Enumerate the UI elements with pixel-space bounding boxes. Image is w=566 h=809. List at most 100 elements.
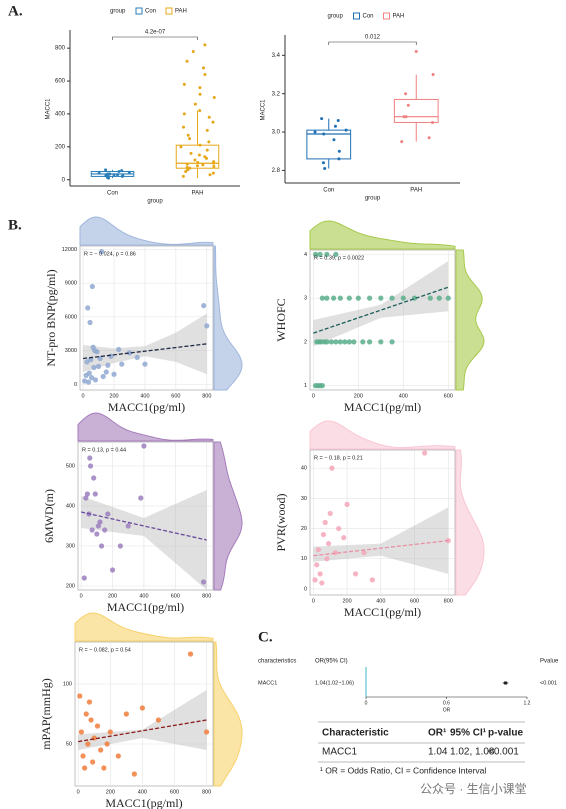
point xyxy=(109,567,116,573)
point xyxy=(94,531,100,537)
point xyxy=(352,571,359,577)
point xyxy=(203,43,207,47)
x-tick-label: 800 xyxy=(444,598,453,604)
y-axis-label: MACC1 xyxy=(261,99,267,121)
y-tick-label: 10 xyxy=(301,556,307,562)
x-tick-label: 600 xyxy=(444,393,453,399)
x-tick-label: 0 xyxy=(312,598,315,604)
density-top xyxy=(309,220,456,250)
point xyxy=(336,525,342,532)
point xyxy=(138,495,144,501)
point xyxy=(179,145,183,149)
x-tick-label: 400 xyxy=(138,789,147,795)
y-tick-label: 2.8 xyxy=(272,168,281,174)
point xyxy=(414,50,418,54)
point xyxy=(431,73,435,77)
y-tick-label: 0 xyxy=(304,586,307,592)
y-tick-label: 400 xyxy=(66,503,75,509)
point xyxy=(319,580,325,586)
y-tick-label: 0 xyxy=(74,382,77,388)
point xyxy=(120,169,124,173)
x-axis-label: group xyxy=(365,196,381,202)
y-axis-label: NT-pro BNP(pg/ml) xyxy=(44,269,58,366)
point xyxy=(84,359,90,365)
point xyxy=(427,136,431,140)
annotation: 4.2e-07 xyxy=(145,30,166,36)
point xyxy=(111,371,117,377)
y-axis-label: mPAP(mmHg) xyxy=(39,678,53,750)
point xyxy=(342,339,348,345)
table-header: p-value xyxy=(488,728,523,739)
point xyxy=(341,535,347,541)
point xyxy=(211,171,215,175)
density-right xyxy=(213,641,243,787)
point xyxy=(317,251,323,257)
point xyxy=(207,140,211,144)
point xyxy=(445,295,451,301)
confidence-band xyxy=(83,313,207,375)
point xyxy=(324,251,330,257)
y-tick-label: 20 xyxy=(301,526,307,532)
panel-label: A. xyxy=(8,3,23,19)
point xyxy=(87,319,93,326)
annotation: R = 0.13, p = 0.44 xyxy=(82,447,126,453)
x-axis-label: MACC1(pg/ml) xyxy=(344,400,421,414)
point xyxy=(389,339,395,345)
point xyxy=(313,251,319,257)
point xyxy=(404,115,408,119)
point xyxy=(203,155,207,159)
density-right xyxy=(213,441,243,591)
legend-label: Con xyxy=(363,14,374,20)
point xyxy=(186,133,190,137)
x-tick-label: 0 xyxy=(77,789,80,795)
point xyxy=(85,741,91,747)
point xyxy=(85,305,91,311)
point xyxy=(325,541,332,547)
y-tick-label: 300 xyxy=(66,543,75,549)
point xyxy=(332,550,338,556)
point xyxy=(389,295,395,301)
density-right xyxy=(213,245,243,391)
point xyxy=(82,765,88,771)
point xyxy=(378,295,384,301)
y-tick-label: 4 xyxy=(304,252,307,258)
point xyxy=(198,109,202,113)
x-tick-label: 200 xyxy=(106,789,115,795)
density-top xyxy=(77,412,214,442)
x-tick-label: Con xyxy=(107,191,118,197)
x-tick-label: PAH xyxy=(192,191,204,197)
legend-swatch xyxy=(353,12,360,20)
point xyxy=(108,353,114,359)
annotation: R = 0.39, p = 0.0022 xyxy=(314,255,364,261)
point xyxy=(87,463,94,469)
point xyxy=(95,523,102,529)
point xyxy=(324,295,330,301)
point xyxy=(436,295,442,301)
point xyxy=(400,295,406,301)
point xyxy=(181,174,185,178)
point xyxy=(312,577,318,583)
x-tick-label: 400 xyxy=(376,598,385,604)
point xyxy=(204,323,210,329)
point xyxy=(196,160,200,164)
table-cell: <0.001 xyxy=(488,747,519,758)
table-header: OR¹ xyxy=(428,728,447,739)
point xyxy=(102,527,108,533)
x-axis-label: MACC1(pg/ml) xyxy=(108,400,185,414)
point xyxy=(78,729,85,735)
point xyxy=(198,86,202,90)
y-tick-label: 3.2 xyxy=(272,91,281,97)
point xyxy=(112,173,116,177)
point xyxy=(182,82,186,86)
point xyxy=(324,339,330,345)
x-tick-label: PAH xyxy=(410,188,422,194)
y-tick-label: 200 xyxy=(66,583,75,589)
fit-line xyxy=(78,719,207,743)
y-axis-label: WHOFC xyxy=(274,298,288,341)
point xyxy=(320,117,324,121)
point xyxy=(313,130,317,134)
point xyxy=(98,747,104,753)
point xyxy=(83,495,89,501)
table-footnote: ¹ OR = Odds Ratio, CI = Confidence Inter… xyxy=(320,765,486,775)
point xyxy=(188,166,192,170)
